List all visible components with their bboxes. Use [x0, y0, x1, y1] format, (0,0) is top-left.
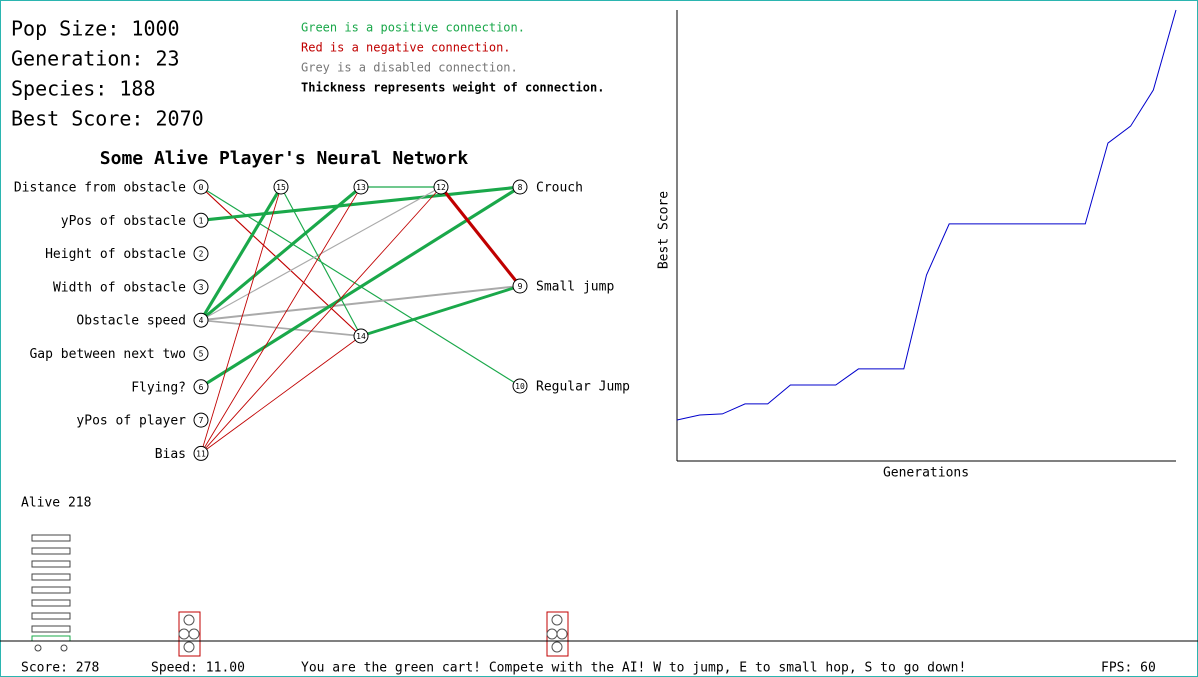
node-id: 8	[518, 183, 523, 192]
node-label: Obstacle speed	[76, 314, 186, 329]
cart	[31, 547, 71, 555]
legend-thickness: Thickness represents weight of connectio…	[301, 81, 604, 95]
node	[193, 346, 209, 361]
node-id: 11	[196, 449, 206, 458]
node	[193, 279, 209, 295]
fps: FPS: 60	[1101, 661, 1156, 676]
node-id: 7	[199, 416, 204, 425]
obstacle-part	[551, 641, 563, 653]
cart	[31, 560, 71, 568]
score-line	[676, 9, 1177, 421]
node	[193, 246, 209, 262]
score: Score: 278	[21, 661, 99, 676]
network-title: Some Alive Player's Neural Network	[100, 148, 469, 169]
legend-negative: Red is a negative connection.	[301, 41, 511, 55]
node-id: 5	[199, 350, 204, 359]
obstacle	[178, 611, 201, 657]
connection	[199, 186, 283, 322]
node-label: Crouch	[536, 181, 583, 196]
connection	[200, 186, 442, 454]
obstacle	[546, 611, 569, 657]
connection	[200, 186, 362, 454]
node	[193, 379, 209, 395]
node-label: Regular Jump	[536, 380, 630, 395]
wheel	[60, 644, 68, 652]
alive-count: Alive 218	[21, 496, 91, 511]
node-label: Width of obstacle	[53, 280, 186, 295]
cart	[31, 586, 71, 594]
cart	[31, 573, 71, 581]
node	[512, 278, 528, 294]
node-label: Small jump	[536, 280, 614, 295]
node-label: yPos of obstacle	[61, 214, 186, 229]
connection	[439, 186, 522, 287]
node-id: 15	[276, 183, 286, 192]
connection	[200, 186, 282, 454]
node-id: 9	[518, 282, 523, 291]
node	[512, 378, 528, 394]
node	[433, 179, 449, 195]
node-id: 1	[199, 216, 204, 225]
node-id: 10	[515, 382, 525, 391]
node-id: 2	[199, 250, 204, 259]
connection	[280, 186, 362, 337]
node-id: 13	[356, 183, 366, 192]
node-id: 4	[199, 316, 204, 325]
legend-disabled: Grey is a disabled connection.	[301, 61, 518, 75]
obstacle-part	[551, 614, 563, 626]
connection	[200, 335, 362, 454]
legend-positive: Green is a positive connection.	[301, 21, 525, 35]
cart	[31, 612, 71, 620]
connection	[360, 284, 521, 338]
node-label: Flying?	[131, 380, 186, 395]
node	[273, 179, 289, 195]
stat: Species: 188	[11, 77, 156, 101]
speed: Speed: 11.00	[151, 661, 245, 676]
stat: Generation: 23	[11, 47, 180, 71]
cart	[31, 534, 71, 542]
node	[353, 328, 369, 344]
node-label: Distance from obstacle	[14, 181, 186, 196]
connection	[200, 319, 362, 337]
obstacle-part	[183, 614, 195, 626]
node-id: 12	[436, 183, 446, 192]
cart	[31, 599, 71, 607]
connection	[200, 186, 362, 337]
node-label: Gap between next two	[29, 347, 186, 362]
stat: Pop Size: 1000	[11, 17, 180, 41]
message: You are the green cart! Compete with the…	[301, 661, 966, 676]
node	[193, 445, 209, 461]
network: 0 Distance from obstacle 1 yPos of obstacle…	[14, 179, 630, 462]
node-label: Height of obstacle	[45, 247, 186, 262]
x-axis-label: Generations	[883, 466, 969, 481]
connection	[200, 185, 521, 222]
cart	[31, 625, 71, 633]
node	[193, 312, 209, 328]
node-id: 6	[199, 383, 204, 392]
node-id: 0	[199, 183, 204, 192]
node	[353, 179, 369, 195]
node-id: 3	[199, 283, 204, 292]
connection	[200, 285, 521, 322]
node	[193, 412, 209, 428]
stat: Best Score: 2070	[11, 107, 204, 131]
connection	[200, 185, 362, 322]
obstacle-part	[188, 628, 200, 640]
graph: Generations Best Score	[657, 9, 1177, 481]
node-id: 14	[356, 332, 366, 341]
node	[193, 179, 209, 195]
obstacle-part	[183, 641, 195, 653]
wheel	[34, 644, 42, 652]
obstacle-part	[556, 628, 568, 640]
node	[512, 179, 528, 195]
node-label: Bias	[155, 447, 186, 462]
y-axis-label: Best Score	[657, 191, 672, 269]
node-label: yPos of player	[76, 414, 186, 429]
node	[193, 212, 209, 228]
